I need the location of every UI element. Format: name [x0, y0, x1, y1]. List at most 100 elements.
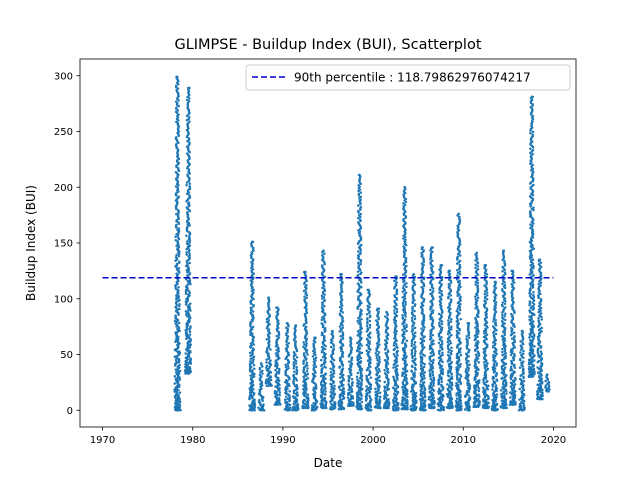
data-point — [364, 403, 368, 407]
data-point — [475, 355, 479, 358]
data-point — [330, 388, 333, 391]
data-point — [339, 335, 342, 338]
data-point — [439, 395, 443, 399]
data-point — [294, 324, 297, 327]
data-point — [338, 325, 342, 328]
data-point — [419, 371, 423, 375]
data-point — [401, 371, 404, 374]
data-point — [295, 371, 299, 375]
data-point — [395, 393, 398, 397]
data-point — [358, 350, 361, 354]
data-point — [185, 192, 189, 196]
data-point — [252, 272, 255, 275]
season-points-27 — [472, 251, 481, 409]
data-point — [368, 319, 372, 323]
data-point — [403, 318, 407, 321]
data-point — [401, 314, 404, 317]
data-point — [401, 367, 405, 371]
data-point — [310, 404, 314, 407]
data-point — [466, 409, 470, 412]
data-point — [301, 404, 304, 408]
data-point — [186, 283, 189, 287]
data-point — [476, 296, 480, 300]
data-point — [401, 304, 405, 307]
data-point — [455, 394, 458, 397]
data-point — [189, 338, 192, 341]
data-point — [250, 402, 253, 406]
data-point — [449, 393, 452, 397]
data-point — [358, 352, 361, 355]
season-points-20 — [409, 272, 418, 412]
data-point — [413, 315, 417, 318]
data-point — [357, 229, 360, 232]
data-point — [415, 405, 418, 409]
season-points-12 — [337, 272, 346, 411]
data-point — [477, 361, 481, 364]
data-point — [393, 347, 397, 350]
data-point — [322, 249, 325, 253]
data-point — [252, 363, 256, 367]
data-point — [503, 283, 507, 287]
data-point — [348, 360, 351, 363]
season-points-13 — [346, 336, 355, 408]
data-point — [260, 362, 263, 365]
data-point — [356, 273, 360, 277]
season-points-24 — [445, 269, 454, 410]
data-point — [411, 383, 414, 386]
data-point — [396, 354, 399, 357]
data-point — [494, 384, 498, 387]
data-point — [251, 240, 254, 244]
data-point — [350, 356, 354, 359]
data-point — [288, 389, 291, 393]
data-point — [339, 398, 342, 401]
data-point — [303, 312, 307, 316]
data-point — [510, 337, 514, 340]
season-points-23 — [436, 264, 446, 412]
data-point — [431, 250, 434, 254]
data-point — [401, 407, 404, 410]
data-point — [188, 141, 191, 144]
data-point — [359, 262, 362, 266]
season-points-9 — [310, 336, 319, 412]
data-point — [356, 334, 359, 337]
data-point — [485, 298, 489, 301]
data-point — [485, 291, 489, 294]
data-point — [450, 383, 454, 387]
data-point — [476, 281, 480, 285]
data-point — [278, 391, 282, 394]
data-point — [368, 340, 371, 343]
data-point — [323, 319, 326, 323]
data-point — [449, 320, 453, 324]
data-point — [483, 284, 486, 287]
data-point — [413, 326, 417, 330]
data-point — [313, 409, 316, 412]
data-point — [384, 363, 388, 367]
data-point — [365, 377, 369, 380]
data-point — [383, 389, 386, 392]
data-point — [189, 343, 192, 346]
data-point — [323, 287, 326, 291]
data-point — [338, 305, 342, 309]
data-point — [302, 384, 305, 387]
data-point — [503, 378, 506, 381]
data-point — [483, 329, 486, 333]
data-point — [432, 396, 436, 399]
data-point — [305, 363, 308, 366]
data-point — [467, 373, 470, 377]
data-point — [457, 351, 460, 355]
data-point — [402, 212, 405, 215]
data-point — [320, 358, 323, 362]
data-point — [284, 380, 287, 384]
data-point — [494, 301, 498, 304]
data-point — [522, 383, 525, 387]
data-point — [188, 291, 192, 294]
data-point — [411, 284, 415, 288]
data-point — [184, 290, 188, 294]
data-point — [403, 403, 406, 406]
data-point — [178, 402, 181, 406]
data-point — [473, 384, 476, 387]
data-point — [464, 376, 467, 380]
season-points-10 — [319, 249, 328, 410]
data-point — [405, 325, 408, 329]
data-point — [518, 398, 521, 401]
